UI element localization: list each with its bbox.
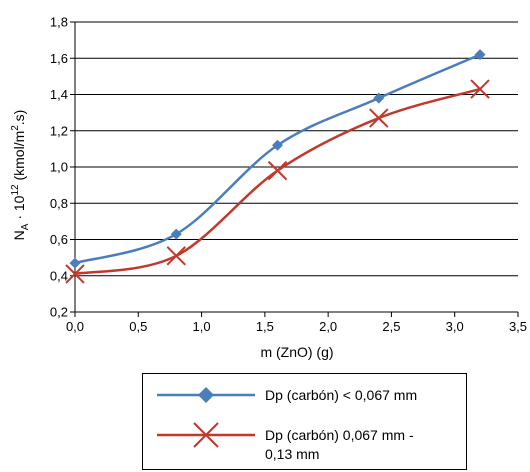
series-2-point-0 <box>65 264 85 284</box>
y-title-mid: · 10 <box>11 195 27 223</box>
x-axis-title: m (ZnO) (g) <box>260 344 333 360</box>
x-marker-stroke-b <box>369 108 389 128</box>
y-tick-label-6: 1,4 <box>50 87 68 102</box>
y-tick-label-8: 1,8 <box>50 15 68 30</box>
y-title-unit-superscript: 2 <box>10 125 21 131</box>
series-1-point-0 <box>69 257 81 269</box>
series-2-point-3 <box>369 108 389 128</box>
line-chart: 0,2 0,4 0,6 0,8 1,0 1,2 1,4 1,6 1,8 0,0 0,5 1,0 1,5 2… <box>10 15 527 361</box>
x-tick-label-6: 3,0 <box>446 319 464 334</box>
x-tick-label-0: 0,0 <box>66 319 84 334</box>
legend-label-series-1: Dp (carbón) < 0,067 mm <box>265 387 418 403</box>
legend-label-series-2-line-1: Dp (carbón) 0,067 mm - <box>265 427 414 443</box>
x-tick-label-3: 1,5 <box>256 319 274 334</box>
y-tick-label-5: 1,2 <box>50 123 68 138</box>
x-tick-label-5: 2,5 <box>382 319 400 334</box>
legend-swatch-diamond <box>157 387 255 403</box>
y-tick-label-7: 1,6 <box>50 51 68 66</box>
series-2-point-2 <box>267 160 288 181</box>
series-1-point-4 <box>474 49 486 61</box>
series-line-2 <box>74 87 481 276</box>
y-title-main: N <box>11 230 27 240</box>
series-2-point-1 <box>166 246 186 266</box>
series-1-point-1 <box>170 228 182 240</box>
y-tick-label-0: 0,2 <box>50 305 68 320</box>
x-tick-label-1: 0,5 <box>129 319 147 334</box>
y-tick-label-2: 0,6 <box>50 232 68 247</box>
y-title-subscript: A <box>20 223 31 230</box>
y-title-unit-start: (kmol/m <box>11 131 27 185</box>
x-tick-label-4: 2,0 <box>319 319 337 334</box>
y-tick-label-1: 0,4 <box>50 268 68 283</box>
x-marker-stroke-b <box>65 264 85 284</box>
y-axis-title: NA · 1012 (kmol/m2.s) <box>10 110 31 241</box>
x-marker-stroke-b <box>166 246 186 266</box>
y-title-superscript: 12 <box>10 184 21 196</box>
legend-entry-series-2: Dp (carbón) 0,067 mm - 0,13 mm <box>143 420 466 466</box>
legend-label-series-2-line-2: 0,13 mm <box>265 446 320 462</box>
series-line-1 <box>74 53 481 265</box>
x-marker-stroke-b <box>267 160 288 181</box>
legend: Dp (carbón) < 0,067 mm Dp (carbón) 0,067… <box>142 373 467 470</box>
y-tick-label-4: 1,0 <box>50 160 68 175</box>
tick-labels: 0,2 0,4 0,6 0,8 1,0 1,2 1,4 1,6 1,8 0,0 0,5 1,0 1,5 2… <box>50 15 527 335</box>
series-layer <box>65 49 490 284</box>
gridlines <box>75 21 518 313</box>
legend-entry-series-1: Dp (carbón) < 0,067 mm <box>143 384 466 406</box>
series-1-point-2 <box>272 139 284 151</box>
y-title-unit-end: .s) <box>11 110 27 126</box>
x-marker-stroke-b <box>470 79 490 99</box>
legend-swatch-x <box>157 422 255 448</box>
x-tick-label-2: 1,0 <box>193 319 211 334</box>
x-tick-label-7: 3,5 <box>509 319 527 334</box>
series-2-point-4 <box>470 79 490 99</box>
y-tick-label-3: 0,8 <box>50 196 68 211</box>
series-1-point-3 <box>373 92 385 104</box>
